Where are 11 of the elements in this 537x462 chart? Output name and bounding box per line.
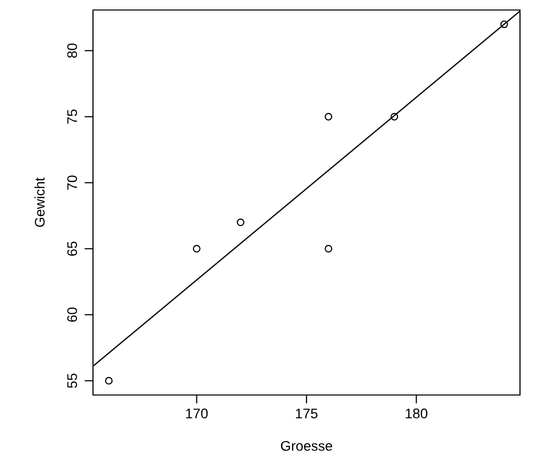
y-tick-label: 75	[67, 110, 78, 124]
x-tick-label: 180	[406, 408, 428, 418]
y-axis-title: Gewicht	[34, 178, 45, 227]
x-axis-title: Groesse	[280, 440, 332, 451]
y-tick-label: 70	[67, 176, 78, 190]
x-tick-label: 170	[186, 408, 208, 418]
x-tick-label: 175	[296, 408, 318, 418]
y-tick-label: 60	[67, 308, 78, 322]
y-tick-label: 55	[67, 374, 78, 388]
y-tick-label: 80	[67, 43, 78, 58]
y-tick-label: 65	[67, 242, 78, 256]
